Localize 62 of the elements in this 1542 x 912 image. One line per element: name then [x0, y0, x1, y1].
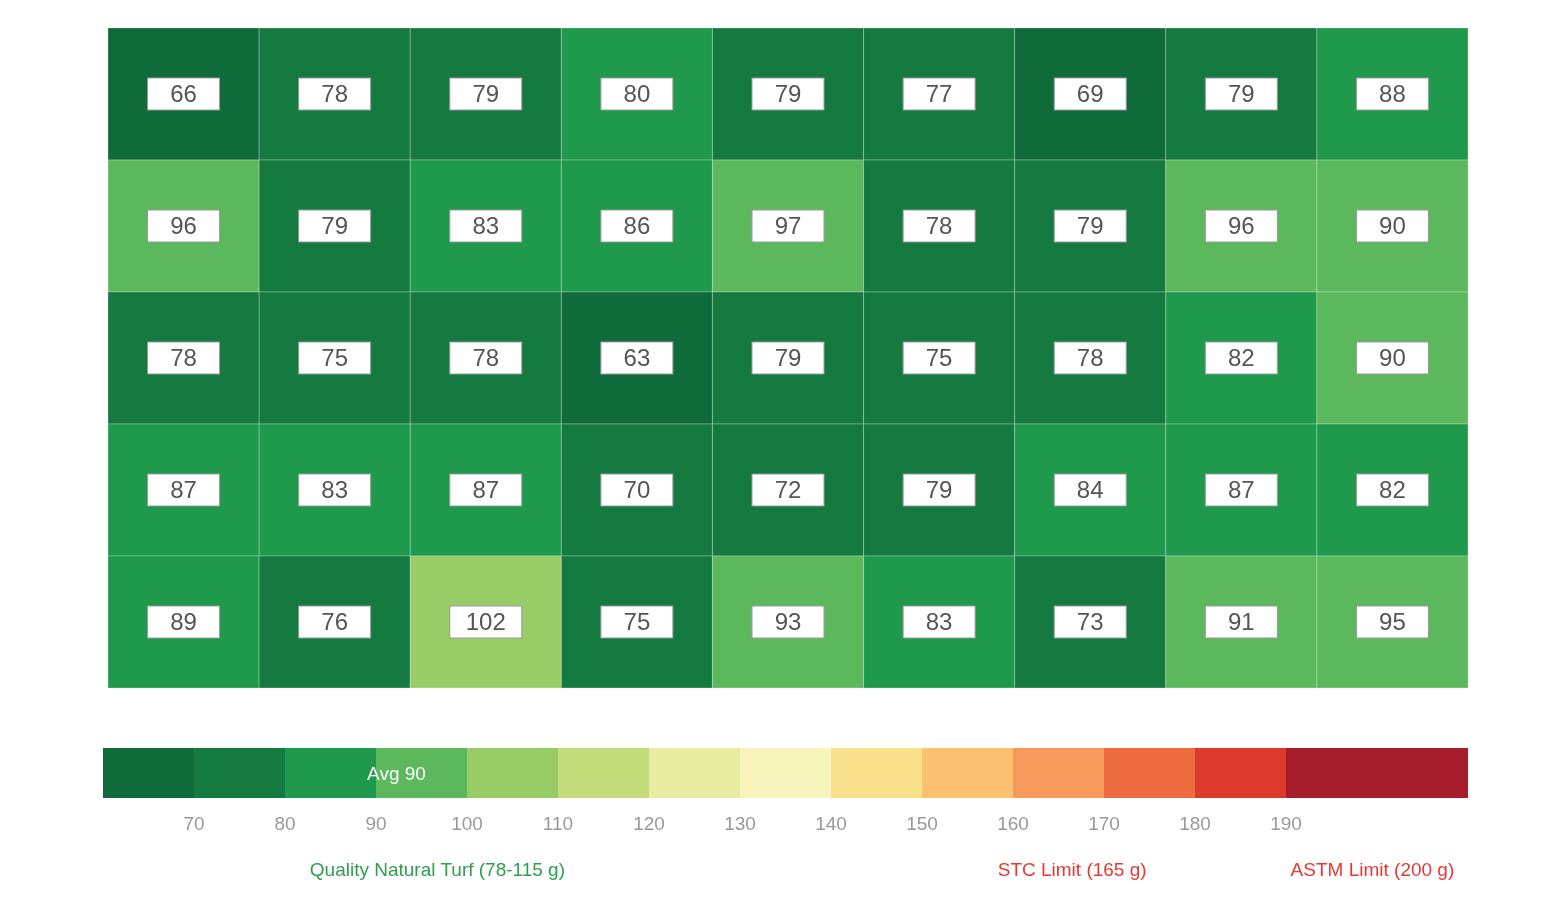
data-label: 96 [1227, 212, 1255, 239]
data-label: 83 [321, 476, 349, 503]
data-label: 102 [465, 608, 506, 635]
data-label: 63 [623, 344, 651, 371]
data-label: 80 [623, 80, 651, 107]
data-label: 69 [1076, 80, 1104, 107]
data-label: 79 [774, 344, 802, 371]
color-bar-label: 180 [1179, 813, 1211, 834]
data-label: 78 [472, 344, 500, 371]
data-label: 75 [925, 344, 953, 371]
data-label: 88 [1379, 80, 1406, 107]
data-label: 77 [925, 80, 953, 107]
data-label: 83 [472, 212, 500, 239]
data-label: 76 [321, 608, 349, 635]
color-bar-label: 130 [724, 813, 756, 834]
color-bar-label: 150 [906, 813, 938, 834]
data-label: 96 [170, 212, 197, 239]
data-label: 79 [472, 80, 500, 107]
color-bar-label: 80 [274, 813, 296, 834]
data-label: 66 [170, 80, 197, 107]
data-label: 89 [170, 608, 197, 635]
text: STC Limit (165 g) [997, 859, 1147, 880]
data-label: 87 [472, 476, 500, 503]
color-bar-label: 100 [451, 813, 483, 834]
data-label: 95 [1379, 608, 1406, 635]
data-label: 97 [774, 212, 802, 239]
data-label: 79 [925, 476, 953, 503]
data-label: 79 [774, 80, 802, 107]
data-label: 82 [1379, 476, 1406, 503]
color-bar-label: 170 [1088, 813, 1120, 834]
data-label: 78 [170, 344, 197, 371]
data-label: 93 [774, 608, 802, 635]
color-bar-label: 160 [997, 813, 1029, 834]
data-label: 73 [1076, 608, 1104, 635]
color-bar-label: 110 [542, 813, 574, 834]
data-label: 72 [774, 476, 802, 503]
data-label: 87 [170, 476, 197, 503]
text: ASTM Limit (200 g) [1290, 859, 1455, 880]
data-label: 75 [623, 608, 651, 635]
color-bar-label: 190 [1270, 813, 1302, 834]
color-bar-label: 120 [633, 813, 665, 834]
data-label: 79 [1227, 80, 1255, 107]
color-bar-label: 90 [365, 813, 387, 834]
data-label: 84 [1076, 476, 1104, 503]
data-label: 86 [623, 212, 651, 239]
color-bar-label: 70 [183, 813, 205, 834]
data-label: 79 [321, 212, 349, 239]
data-label: 90 [1379, 212, 1406, 239]
data-label: 70 [623, 476, 651, 503]
data-label: 91 [1227, 608, 1255, 635]
data-label: 83 [925, 608, 953, 635]
text: Quality Natural Turf (78-115 g) [309, 859, 566, 880]
data-label: 82 [1227, 344, 1255, 371]
text: Avg 90 [367, 763, 426, 784]
data-label: 90 [1379, 344, 1406, 371]
color-bar-label: 140 [815, 813, 847, 834]
data-label: 87 [1227, 476, 1255, 503]
data-label: 78 [1076, 344, 1104, 371]
data-label: 78 [925, 212, 953, 239]
data-label: 75 [321, 344, 349, 371]
data-label: 78 [321, 80, 349, 107]
data-label: 79 [1076, 212, 1104, 239]
